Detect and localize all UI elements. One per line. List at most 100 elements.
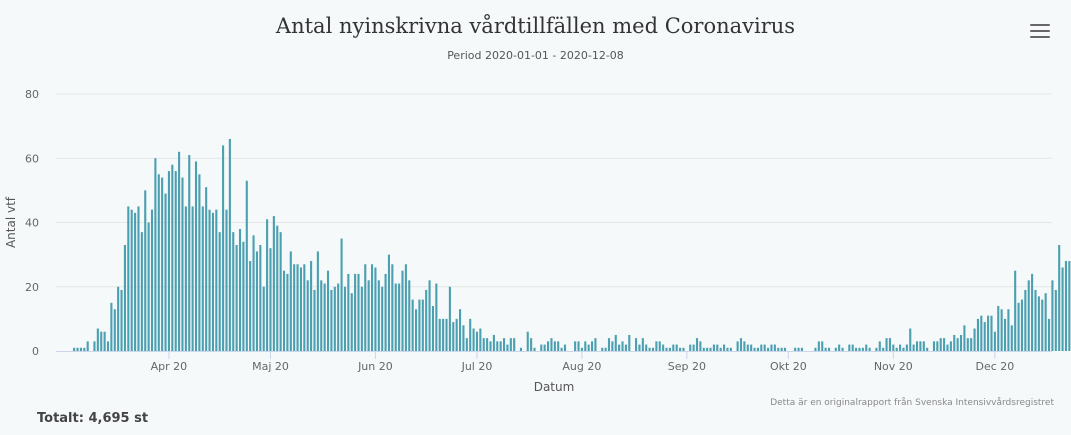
bar[interactable]	[519, 347, 523, 351]
bar[interactable]	[496, 341, 499, 351]
bar[interactable]	[442, 318, 445, 351]
bar[interactable]	[299, 267, 302, 351]
bar[interactable]	[364, 264, 367, 351]
bar[interactable]	[394, 283, 397, 351]
bar[interactable]	[421, 299, 424, 351]
bar[interactable]	[838, 344, 841, 351]
bar[interactable]	[709, 347, 712, 351]
bar[interactable]	[743, 341, 746, 351]
bar[interactable]	[276, 225, 279, 351]
bar[interactable]	[279, 232, 282, 351]
bar[interactable]	[577, 341, 580, 351]
bar[interactable]	[553, 341, 556, 351]
bar[interactable]	[695, 338, 699, 351]
bar[interactable]	[682, 347, 685, 351]
bar[interactable]	[706, 347, 709, 351]
bar[interactable]	[905, 344, 908, 351]
bar[interactable]	[462, 325, 465, 351]
bar[interactable]	[533, 347, 536, 351]
bar[interactable]	[225, 209, 228, 351]
bar[interactable]	[604, 347, 607, 351]
bar[interactable]	[865, 344, 868, 351]
bar[interactable]	[411, 299, 414, 351]
bar[interactable]	[391, 264, 394, 351]
bar[interactable]	[188, 155, 191, 351]
bar[interactable]	[753, 347, 756, 351]
bar[interactable]	[455, 318, 458, 351]
bar[interactable]	[949, 341, 952, 351]
bar[interactable]	[482, 338, 485, 351]
bar[interactable]	[963, 325, 966, 351]
bar[interactable]	[174, 171, 177, 351]
bar[interactable]	[137, 206, 140, 351]
bar[interactable]	[310, 261, 313, 351]
bar[interactable]	[330, 289, 333, 351]
bar[interactable]	[756, 347, 759, 351]
bar[interactable]	[997, 306, 1000, 351]
bar[interactable]	[435, 283, 438, 351]
bar[interactable]	[340, 238, 343, 351]
bar[interactable]	[154, 158, 157, 351]
bar[interactable]	[848, 344, 851, 351]
bar[interactable]	[178, 151, 181, 351]
bar[interactable]	[1061, 267, 1064, 351]
bar[interactable]	[245, 180, 248, 351]
bar[interactable]	[374, 267, 377, 351]
bar[interactable]	[878, 341, 881, 351]
bar[interactable]	[377, 280, 380, 351]
bar[interactable]	[306, 280, 309, 351]
bar[interactable]	[296, 264, 299, 351]
bar[interactable]	[526, 331, 529, 351]
bar[interactable]	[983, 322, 986, 351]
bar[interactable]	[205, 187, 208, 351]
bar[interactable]	[428, 280, 431, 351]
bar[interactable]	[513, 338, 516, 351]
bar[interactable]	[888, 338, 891, 351]
bar[interactable]	[760, 344, 763, 351]
bar[interactable]	[489, 341, 492, 351]
bar[interactable]	[773, 344, 776, 351]
bar[interactable]	[1041, 299, 1044, 351]
bar[interactable]	[1003, 318, 1007, 351]
bar[interactable]	[1037, 296, 1040, 351]
bar[interactable]	[1034, 289, 1037, 351]
bar[interactable]	[858, 347, 861, 351]
bar[interactable]	[821, 341, 824, 351]
bar[interactable]	[675, 344, 678, 351]
bar[interactable]	[943, 338, 946, 351]
bar[interactable]	[936, 341, 939, 351]
bar[interactable]	[885, 338, 888, 351]
bar[interactable]	[509, 338, 512, 351]
bar[interactable]	[164, 193, 167, 351]
bar[interactable]	[560, 347, 563, 351]
bar[interactable]	[976, 318, 979, 351]
bar[interactable]	[201, 206, 204, 351]
bar[interactable]	[834, 347, 837, 351]
bar[interactable]	[547, 341, 550, 351]
bar[interactable]	[357, 273, 360, 351]
bar[interactable]	[408, 280, 411, 351]
bar[interactable]	[719, 347, 722, 351]
bar[interactable]	[614, 334, 617, 351]
bar[interactable]	[770, 344, 773, 351]
bar[interactable]	[912, 344, 915, 351]
bar[interactable]	[333, 286, 336, 351]
bar[interactable]	[580, 347, 583, 351]
bar[interactable]	[215, 209, 218, 351]
bar[interactable]	[594, 338, 597, 351]
bar[interactable]	[438, 318, 441, 351]
bar[interactable]	[641, 338, 644, 351]
bar[interactable]	[1064, 261, 1068, 351]
bar[interactable]	[337, 283, 340, 351]
bar[interactable]	[323, 283, 326, 351]
bar[interactable]	[814, 347, 817, 351]
bar[interactable]	[130, 209, 133, 351]
bar[interactable]	[1010, 325, 1013, 351]
bar[interactable]	[320, 280, 323, 351]
bar[interactable]	[414, 309, 418, 351]
bar[interactable]	[651, 347, 655, 351]
bar[interactable]	[892, 344, 895, 351]
bar[interactable]	[161, 177, 164, 351]
bar[interactable]	[915, 341, 919, 351]
bar[interactable]	[797, 347, 800, 351]
